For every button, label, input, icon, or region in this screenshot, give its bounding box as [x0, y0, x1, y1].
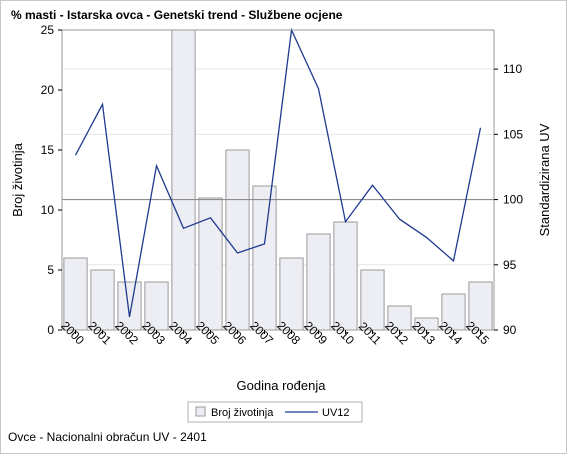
plot-area-border	[61, 29, 495, 331]
y-right-tick-label: 110	[503, 62, 522, 76]
legend-bar-swatch	[195, 406, 206, 417]
y-left-tick-label: 10	[41, 203, 55, 217]
y-right-tick-label: 100	[503, 193, 523, 207]
x-axis-label: Godina rođenja	[237, 378, 327, 393]
bar	[306, 233, 331, 331]
bar	[171, 29, 196, 331]
bar-series	[63, 29, 493, 331]
bar	[333, 221, 358, 331]
bar	[252, 185, 277, 331]
left-axis: 0 5 10 15 20 25	[41, 23, 62, 337]
uv12-line	[74, 27, 482, 318]
y-right-tick-label: 90	[503, 323, 517, 337]
y-right-tick-label: 95	[503, 258, 517, 272]
footnote: Ovce - Nacionalni obračun UV - 2401	[8, 430, 207, 444]
y-left-tick-label: 20	[41, 83, 55, 97]
y-axis-right-label: Standardizirana UV	[537, 123, 552, 236]
legend: Broj životinja UV12	[187, 401, 363, 423]
y-left-tick-label: 0	[47, 323, 54, 337]
chart-title: % masti - Istarska ovca - Genetski trend…	[11, 8, 343, 22]
y-left-tick-label: 25	[41, 23, 55, 37]
y-axis-left-label: Broj životinja	[10, 142, 25, 216]
bar	[225, 149, 250, 331]
y-right-tick-label: 105	[503, 127, 523, 141]
y-left-tick-label: 15	[41, 143, 55, 157]
right-axis: 90 95 100 105 110	[494, 62, 523, 337]
y-left-tick-label: 5	[47, 263, 54, 277]
line-series	[74, 27, 482, 318]
legend-line-label: UV12	[322, 407, 350, 419]
legend-box	[187, 401, 363, 423]
legend-bar-label: Broj životinja	[211, 407, 274, 419]
